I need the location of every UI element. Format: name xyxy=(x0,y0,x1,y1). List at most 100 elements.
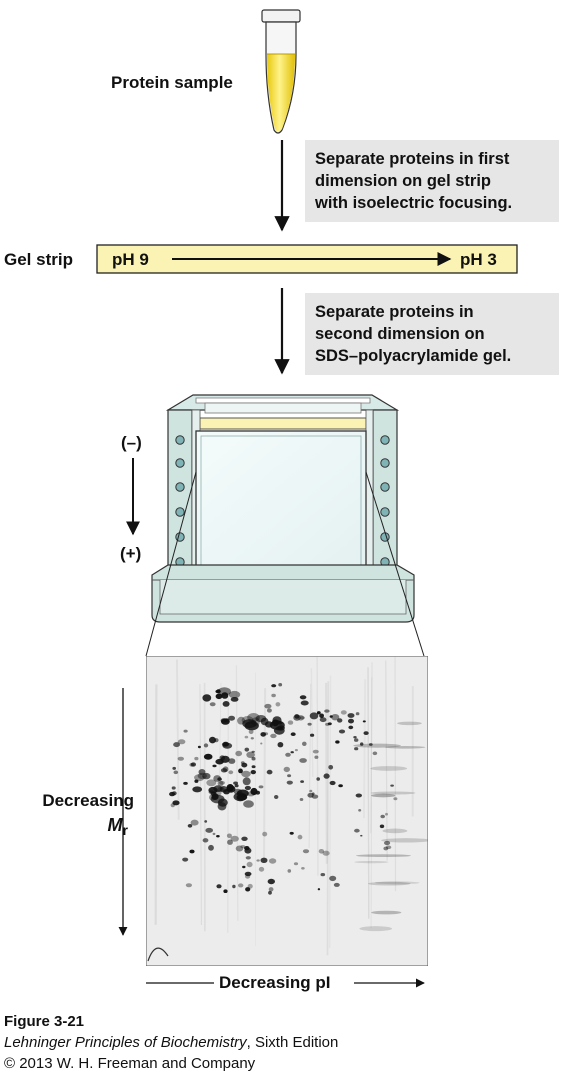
protein-spot xyxy=(190,762,196,767)
protein-spot xyxy=(217,780,224,787)
protein-spot xyxy=(285,752,291,757)
protein-spot xyxy=(299,798,304,801)
mr-axis-label: Decreasing Mr xyxy=(28,790,134,838)
protein-spot xyxy=(363,731,369,735)
protein-spot xyxy=(219,755,226,761)
protein-spot xyxy=(362,720,366,723)
protein-spot xyxy=(293,714,301,721)
protein-spot xyxy=(216,689,221,693)
protein-spot xyxy=(245,887,251,892)
protein-spot xyxy=(253,792,257,795)
protein-spot xyxy=(318,849,325,854)
protein-spot xyxy=(258,785,264,789)
gel-streak xyxy=(326,681,330,956)
gel-smear xyxy=(367,881,411,886)
gel-streak xyxy=(227,692,229,933)
book-title: Lehninger Principles of Biochemistry xyxy=(4,1034,247,1051)
protein-spot xyxy=(290,751,294,754)
protein-spot xyxy=(297,834,303,840)
protein-spot xyxy=(320,873,326,877)
protein-spot xyxy=(227,839,233,845)
protein-spot xyxy=(331,714,340,721)
protein-spot xyxy=(241,716,254,725)
protein-spot xyxy=(208,844,214,851)
protein-spot xyxy=(222,741,229,747)
protein-spot xyxy=(247,713,260,722)
protein-spot xyxy=(230,697,239,702)
protein-spot xyxy=(219,786,228,793)
gel-smear xyxy=(371,910,402,915)
protein-spot xyxy=(319,717,327,723)
protein-spot xyxy=(189,849,195,854)
protein-spot xyxy=(275,702,281,707)
protein-spot xyxy=(206,779,217,787)
protein-spot xyxy=(309,789,313,793)
gel-streak xyxy=(310,668,314,778)
gel-smear xyxy=(355,854,412,858)
step1-line-1: Separate proteins in first xyxy=(315,150,510,168)
step2-note: Separate proteins in second dimension on… xyxy=(305,293,559,375)
protein-spot xyxy=(354,747,359,751)
protein-spot xyxy=(237,716,246,725)
step1-line-2: dimension on gel strip xyxy=(315,172,492,190)
protein-spot xyxy=(216,835,220,838)
protein-spot xyxy=(277,742,284,748)
protein-spot xyxy=(302,741,307,746)
protein-spot xyxy=(223,889,228,893)
protein-spot xyxy=(187,824,193,828)
protein-spot xyxy=(226,833,232,839)
gel-smear xyxy=(397,721,422,726)
step2-line-2: second dimension on xyxy=(315,325,485,343)
gel-streak xyxy=(325,682,328,864)
protein-spot xyxy=(260,857,268,863)
protein-sample-label: Protein sample xyxy=(111,73,233,92)
protein-spot xyxy=(177,756,184,761)
protein-spot xyxy=(354,828,360,833)
protein-spot xyxy=(233,781,238,785)
protein-spot xyxy=(273,726,285,735)
protein-spot xyxy=(209,702,216,707)
protein-spot xyxy=(240,761,245,765)
protein-spot xyxy=(202,838,209,843)
protein-spot xyxy=(244,871,252,877)
protein-spot xyxy=(232,884,236,889)
ph3-label: pH 3 xyxy=(460,250,497,269)
protein-spot xyxy=(266,769,273,775)
gel-streak xyxy=(316,656,319,876)
protein-spot xyxy=(277,721,283,725)
protein-spot xyxy=(360,834,363,837)
protein-spot xyxy=(309,712,319,720)
protein-spot xyxy=(216,884,222,889)
mr-axis-subscript: r xyxy=(122,822,128,838)
protein-spot xyxy=(317,888,321,891)
gel-strip xyxy=(96,244,518,274)
protein-spot xyxy=(348,725,354,730)
protein-spot xyxy=(368,743,373,746)
gel-streak xyxy=(199,684,203,925)
gel-streak xyxy=(385,660,388,861)
protein-spot xyxy=(302,849,310,854)
protein-spot xyxy=(299,695,307,700)
mr-axis-symbol: M xyxy=(107,815,123,835)
step1-note: Separate proteins in first dimension on … xyxy=(305,140,559,222)
protein-spot xyxy=(205,827,213,833)
gel-streak xyxy=(370,662,373,834)
gel-streak xyxy=(367,667,370,919)
protein-spot xyxy=(246,751,255,758)
protein-spot xyxy=(299,716,305,720)
protein-spot xyxy=(248,729,254,735)
protein-spot xyxy=(250,770,256,775)
protein-spot xyxy=(385,845,392,850)
protein-spot xyxy=(171,786,176,790)
protein-spot xyxy=(385,812,388,816)
protein-spot xyxy=(360,742,364,746)
protein-spot xyxy=(319,713,324,719)
protein-spot xyxy=(194,774,205,782)
protein-spot xyxy=(268,890,272,895)
gel-smear xyxy=(370,766,408,771)
protein-spot xyxy=(268,887,274,892)
protein-spot xyxy=(271,693,276,698)
protein-spot xyxy=(227,786,234,792)
protein-spot xyxy=(340,710,347,715)
